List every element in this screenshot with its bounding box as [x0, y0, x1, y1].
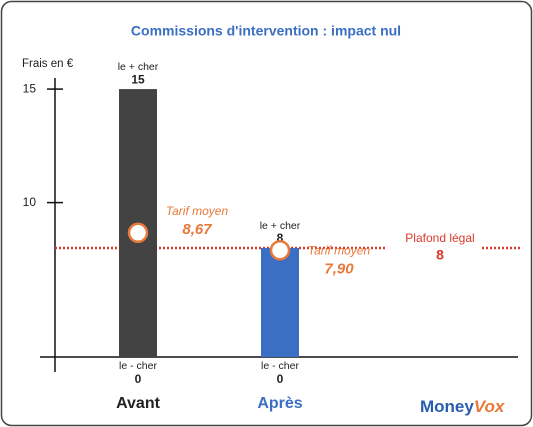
brand-logo: MoneyVox	[420, 397, 506, 416]
average-dot	[127, 222, 149, 244]
max-label: le + cher	[118, 61, 159, 73]
bar	[261, 248, 299, 357]
max-label: le + cher	[260, 220, 301, 232]
brand-money: Money	[420, 397, 474, 416]
brand-vox: Vox	[474, 397, 506, 416]
average-value: 7,90	[324, 260, 354, 277]
max-value: 8	[277, 231, 284, 245]
min-label: le - cher	[261, 360, 299, 372]
category-label: Après	[257, 395, 302, 412]
category-label: Avant	[116, 395, 161, 412]
min-value: 0	[135, 372, 142, 386]
chart-title: Commissions d'intervention : impact nul	[131, 23, 401, 39]
y-axis-label: Frais en €	[22, 58, 74, 70]
average-label: Tarif moyen	[166, 204, 229, 218]
reference-value: 8	[436, 247, 444, 263]
average-label: Tarif moyen	[308, 243, 371, 257]
min-label: le - cher	[119, 360, 157, 372]
average-dot	[269, 240, 291, 261]
reference-label: Plafond légal	[405, 231, 474, 245]
y-tick-label: 10	[23, 195, 37, 209]
min-value: 0	[277, 372, 284, 386]
y-tick-label: 15	[23, 81, 37, 95]
average-value: 8,67	[182, 221, 212, 238]
max-value: 15	[131, 72, 145, 86]
